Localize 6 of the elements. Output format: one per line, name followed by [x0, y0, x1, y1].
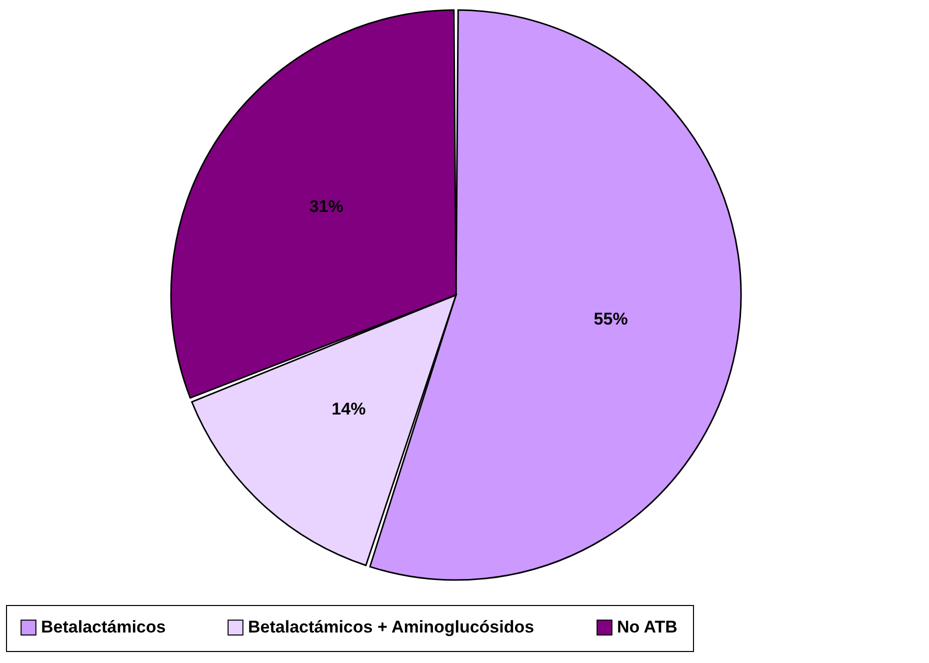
legend-label: Betalactámicos + Aminoglucósidos — [248, 618, 534, 637]
data-label: 31% — [309, 196, 344, 216]
legend-label: Betalactámicos — [41, 618, 166, 637]
legend-label: No ATB — [617, 618, 678, 637]
data-label: 14% — [332, 399, 366, 418]
data-label: 55% — [594, 310, 628, 329]
